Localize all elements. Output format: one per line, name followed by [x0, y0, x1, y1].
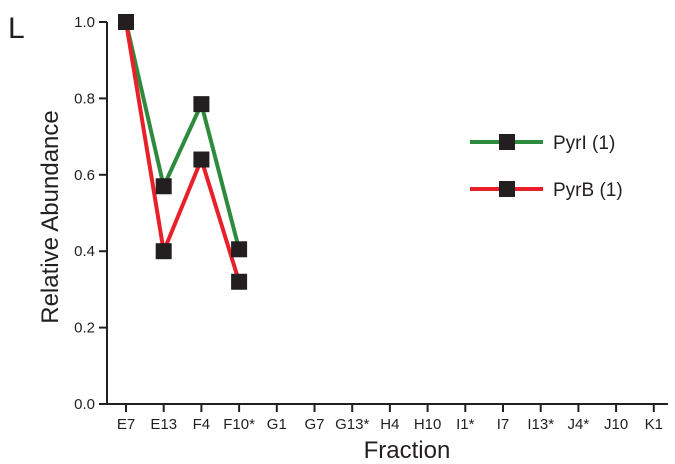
x-tick-label: K1: [645, 416, 663, 433]
y-tick-label: 0.6: [74, 167, 95, 184]
x-tick-label: I1*: [456, 416, 475, 433]
series-line: [124, 21, 242, 283]
data-point: [155, 243, 172, 260]
series-line: [124, 21, 242, 250]
x-tick-label: J4*: [568, 416, 590, 433]
x-tick-label: I7: [497, 416, 510, 433]
series-layer: [118, 14, 248, 290]
x-tick-label: G1: [267, 416, 287, 433]
legend-marker: [499, 134, 515, 150]
y-ticks: 0.0 0.2 0.4 0.6 0.8 1.0: [74, 14, 107, 413]
y-tick-label: 0.8: [74, 90, 95, 107]
y-tick-label: 0.2: [74, 320, 95, 337]
data-point: [193, 96, 210, 113]
axes: [106, 22, 668, 405]
x-tick-label: H4: [380, 416, 399, 433]
x-tick-label: G13*: [335, 416, 369, 433]
data-point: [231, 273, 248, 290]
x-axis-title: Fraction: [364, 437, 451, 464]
x-tick-label: F4: [193, 416, 211, 433]
data-point: [155, 178, 172, 195]
x-tick-label: E13: [150, 416, 177, 433]
legend-label: PyrI (1): [553, 133, 615, 154]
y-tick-label: 0.4: [74, 243, 95, 260]
x-tick-label: J10: [604, 416, 628, 433]
y-axis-title: Relative Abundance: [37, 110, 64, 324]
x-tick-label: H10: [414, 416, 442, 433]
legend-marker: [499, 181, 515, 197]
y-tick-label: 1.0: [74, 14, 95, 31]
data-point: [193, 151, 210, 168]
x-tick-label: I13*: [527, 416, 554, 433]
x-ticks: E7 E13 F4 F10* G1 G7 G13* H4 H10 I1* I7 I13* J4* J10 K…: [117, 404, 663, 433]
data-point: [118, 14, 134, 30]
x-tick-label: F10*: [223, 416, 255, 433]
legend-label: PyrB (1): [553, 180, 623, 201]
x-tick-label: E7: [117, 416, 135, 433]
y-tick-label: 0.0: [74, 396, 95, 413]
x-tick-label: G7: [304, 416, 324, 433]
legend: PyrI (1) PyrB (1): [470, 133, 623, 201]
panel-label: L: [8, 12, 25, 45]
data-point: [231, 241, 248, 258]
